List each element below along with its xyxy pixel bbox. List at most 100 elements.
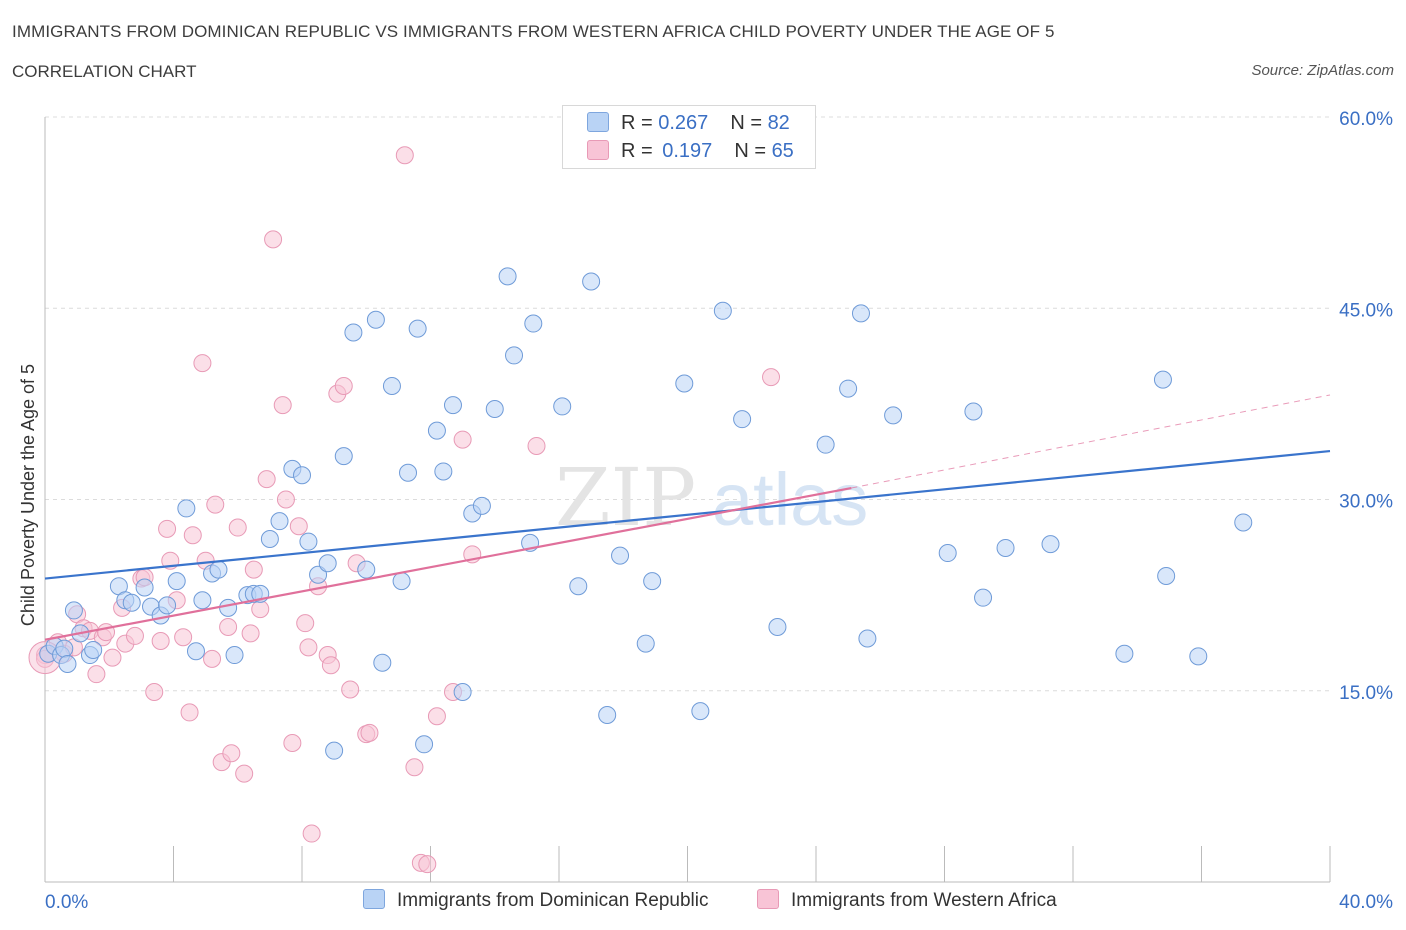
data-point-western-africa bbox=[453, 430, 472, 449]
data-point-western-africa bbox=[174, 628, 193, 647]
data-point-dominican-republic bbox=[598, 705, 617, 724]
data-point-western-africa bbox=[321, 656, 340, 675]
data-point-western-africa bbox=[296, 614, 315, 633]
data-point-western-africa bbox=[251, 600, 270, 619]
data-point-dominican-republic bbox=[485, 399, 504, 418]
data-point-dominican-republic bbox=[1234, 513, 1253, 532]
data-point-western-africa bbox=[193, 354, 212, 373]
data-point-western-africa bbox=[103, 648, 122, 667]
data-point-western-africa bbox=[289, 517, 308, 536]
data-point-western-africa bbox=[206, 495, 225, 514]
data-point-dominican-republic bbox=[768, 618, 787, 636]
data-point-dominican-republic bbox=[443, 396, 462, 415]
data-point-dominican-republic bbox=[357, 560, 376, 579]
data-point-western-africa bbox=[151, 632, 170, 651]
data-point-dominican-republic bbox=[209, 560, 228, 579]
y-tick-label: 30.0% bbox=[1339, 492, 1393, 513]
data-point-western-africa bbox=[158, 519, 177, 538]
data-point-western-africa bbox=[360, 723, 379, 742]
data-point-dominican-republic bbox=[553, 397, 572, 416]
data-point-dominican-republic bbox=[344, 323, 363, 342]
series-legend-item-pink: Immigrants from Western Africa bbox=[757, 889, 1057, 912]
data-point-dominican-republic bbox=[974, 588, 993, 607]
data-point-western-africa bbox=[87, 665, 106, 684]
legend-n-value-blue: 82 bbox=[767, 112, 790, 134]
data-point-dominican-republic bbox=[524, 314, 543, 333]
data-point-dominican-republic bbox=[415, 735, 434, 754]
data-point-dominican-republic bbox=[84, 640, 103, 659]
data-point-western-africa bbox=[299, 638, 318, 657]
series-legend-item-blue: Immigrants from Dominican Republic bbox=[363, 889, 709, 912]
data-point-dominican-republic bbox=[309, 565, 328, 584]
data-point-western-africa bbox=[219, 618, 238, 636]
data-point-western-africa bbox=[244, 560, 263, 579]
watermark: ZIP atlas bbox=[555, 451, 868, 544]
trend-line-western-africa bbox=[44, 486, 852, 641]
series-label-pink: Immigrants from Western Africa bbox=[791, 890, 1057, 911]
data-point-western-africa bbox=[427, 707, 446, 726]
chart-title: IMMIGRANTS FROM DOMINICAN REPUBLIC VS IM… bbox=[12, 22, 1055, 41]
data-point-western-africa bbox=[283, 734, 302, 753]
data-point-dominican-republic bbox=[167, 572, 186, 591]
data-point-dominican-republic bbox=[498, 267, 517, 286]
legend-swatch-pink bbox=[587, 140, 609, 160]
series-legend: Immigrants from Dominican Republic Immig… bbox=[0, 889, 1406, 915]
legend-r-value-pink: 0.197 bbox=[662, 140, 713, 162]
series-label-blue: Immigrants from Dominican Republic bbox=[397, 890, 709, 911]
data-point-western-africa bbox=[405, 758, 424, 777]
trend-line-dominican-republic bbox=[44, 449, 1331, 580]
data-point-dominican-republic bbox=[964, 402, 983, 421]
source-credit: Source: ZipAtlas.com bbox=[1251, 62, 1394, 79]
legend-n-value-pink: 65 bbox=[771, 140, 794, 162]
data-point-dominican-republic bbox=[135, 578, 154, 597]
grid-lines bbox=[45, 116, 1330, 692]
data-point-dominican-republic bbox=[1153, 370, 1172, 389]
data-point-dominican-republic bbox=[1041, 535, 1060, 554]
data-point-dominican-republic bbox=[938, 544, 957, 563]
data-point-dominican-republic bbox=[733, 410, 752, 429]
data-point-western-africa bbox=[762, 368, 781, 387]
legend-row-blue: R = 0.267 N = 82 bbox=[587, 112, 790, 136]
series-swatch-pink bbox=[757, 889, 779, 909]
data-point-dominican-republic bbox=[472, 496, 491, 515]
data-point-dominican-republic bbox=[569, 577, 588, 596]
data-point-dominican-republic bbox=[427, 421, 446, 440]
x-tick-label-max: 40.0% bbox=[1339, 892, 1393, 913]
data-point-dominican-republic bbox=[839, 379, 858, 398]
data-point-western-africa bbox=[418, 855, 437, 874]
tick-labels: 15.0% 30.0% 45.0% 60.0% 0.0% 40.0% bbox=[45, 109, 1393, 913]
y-axis-label: Child Poverty Under the Age of 5 bbox=[18, 363, 38, 627]
data-point-dominican-republic bbox=[713, 301, 732, 320]
data-point-dominican-republic bbox=[1157, 567, 1176, 585]
data-point-dominican-republic bbox=[334, 447, 353, 466]
data-point-western-africa bbox=[257, 470, 276, 489]
data-point-dominican-republic bbox=[611, 546, 630, 565]
data-point-dominican-republic bbox=[382, 377, 401, 396]
legend-n-label-blue: N = bbox=[730, 112, 768, 134]
data-point-western-africa bbox=[203, 649, 222, 668]
data-point-dominican-republic bbox=[1189, 647, 1208, 666]
data-point-dominican-republic bbox=[299, 532, 318, 551]
data-point-dominican-republic bbox=[636, 634, 655, 653]
chart-subtitle: CORRELATION CHART bbox=[12, 62, 197, 81]
data-point-dominican-republic bbox=[884, 406, 903, 425]
data-point-dominican-republic bbox=[122, 593, 141, 612]
data-point-dominican-republic bbox=[64, 601, 83, 620]
data-point-western-africa bbox=[222, 744, 241, 763]
data-point-dominican-republic bbox=[505, 346, 524, 365]
data-point-western-africa bbox=[273, 396, 292, 415]
data-point-dominican-republic bbox=[675, 374, 694, 393]
legend-r-value-blue: 0.267 bbox=[658, 112, 709, 134]
data-point-western-africa bbox=[228, 518, 247, 537]
watermark-zip: ZIP bbox=[555, 451, 696, 544]
data-point-western-africa bbox=[183, 526, 202, 545]
data-point-dominican-republic bbox=[55, 639, 74, 658]
data-point-dominican-republic bbox=[408, 319, 427, 338]
data-point-dominican-republic bbox=[158, 596, 177, 615]
series-swatch-blue bbox=[363, 889, 385, 909]
x-tick-label-min: 0.0% bbox=[45, 892, 88, 913]
data-point-dominican-republic bbox=[816, 435, 835, 454]
data-point-dominican-republic bbox=[453, 683, 472, 702]
y-tick-label: 45.0% bbox=[1339, 300, 1393, 321]
